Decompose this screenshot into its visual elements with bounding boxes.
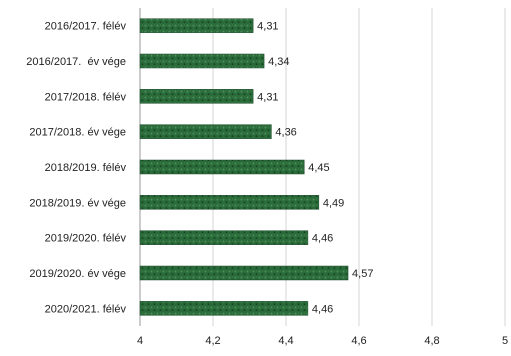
bar (139, 89, 254, 104)
bar (139, 195, 320, 210)
category-labels: 2016/2017. félév 2016/2017. év vége 2017/2… (26, 21, 126, 316)
data-labels: 4,31 4,34 4,31 4,36 4,45 4,49 4,46 4,57 4,46 (257, 21, 373, 316)
category-label: 2016/2017. félév (45, 21, 127, 33)
bar (139, 230, 309, 245)
bar (139, 265, 349, 281)
data-label: 4,36 (275, 127, 296, 139)
x-tick-label: 4,2 (205, 335, 220, 347)
x-axis-tick-labels: 4 4,2 4,4 4,6 4,8 5 (137, 335, 508, 347)
x-tick-label: 4 (137, 335, 143, 347)
data-label: 4,31 (257, 91, 278, 103)
category-label: 2017/2018. év vége (29, 127, 126, 139)
data-label: 4,45 (308, 162, 329, 174)
category-label: 2016/2017. év vége (26, 56, 126, 68)
data-label: 4,46 (312, 233, 333, 245)
data-label: 4,46 (312, 303, 333, 315)
category-label: 2019/2020. félév (45, 233, 127, 245)
data-label: 4,31 (257, 21, 278, 33)
category-label: 2018/2019. év vége (29, 197, 126, 209)
category-label: 2019/2020. év vége (29, 268, 126, 280)
category-label: 2020/2021. félév (45, 303, 127, 315)
data-label: 4,57 (352, 268, 373, 280)
category-label: 2018/2019. félév (45, 162, 127, 174)
bar (139, 53, 265, 69)
bar (139, 301, 309, 316)
x-tick-label: 4,6 (351, 335, 366, 347)
bar (139, 18, 254, 33)
bar (139, 124, 272, 139)
x-tick-label: 4,8 (424, 335, 439, 347)
bars (139, 18, 349, 316)
x-tick-label: 4,4 (278, 335, 293, 347)
bar (139, 159, 305, 175)
data-label: 4,34 (268, 56, 289, 68)
data-label: 4,49 (323, 197, 344, 209)
x-tick-label: 5 (502, 335, 508, 347)
category-label: 2017/2018. félév (45, 91, 127, 103)
